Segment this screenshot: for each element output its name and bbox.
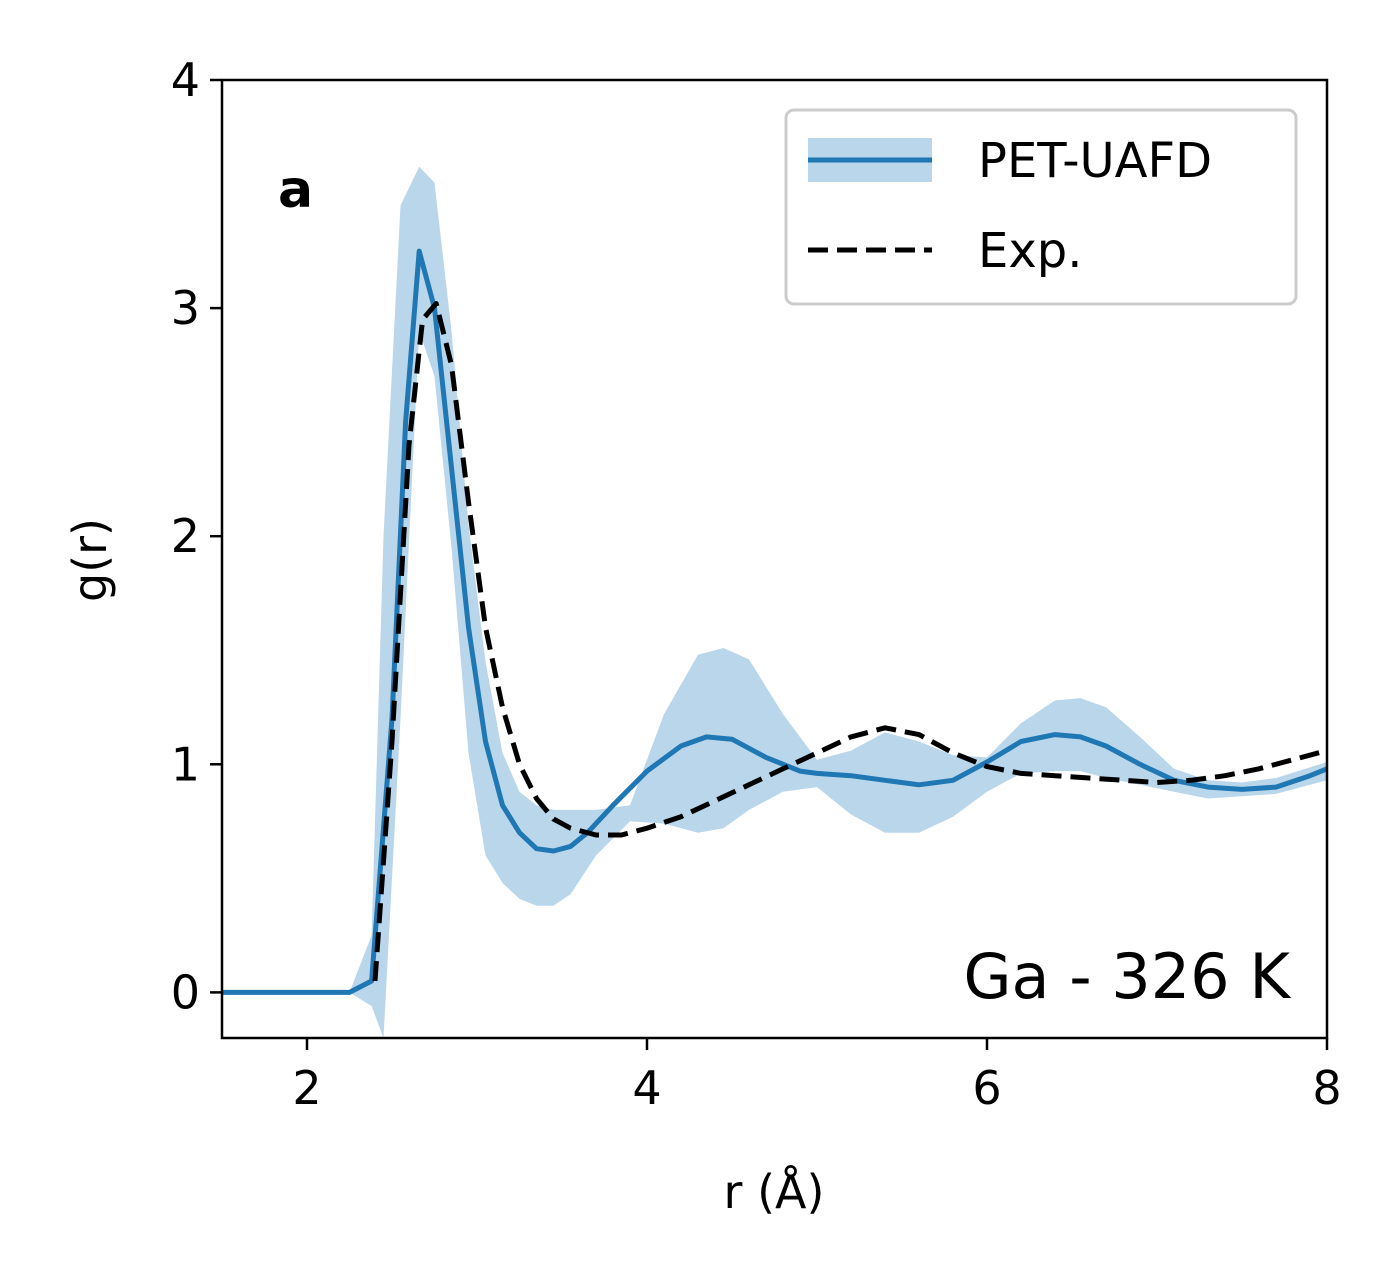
legend: PET-UAFD Exp. bbox=[784, 108, 1298, 306]
y-tick-label: 4 bbox=[171, 53, 200, 107]
y-axis-ticks: 0 1 2 3 4 bbox=[171, 53, 222, 1019]
y-tick-label: 3 bbox=[171, 281, 200, 335]
axes-frame bbox=[220, 78, 1329, 1040]
x-tick-label: 6 bbox=[972, 1061, 1001, 1115]
x-axis-label: r (Å) bbox=[724, 1165, 825, 1219]
pet-uafd-uncertainty-band bbox=[222, 166, 1327, 1038]
x-axis-ticks: 2 4 6 8 bbox=[292, 1038, 1342, 1115]
panel-label: a bbox=[278, 160, 313, 220]
y-axis-label: g(r) bbox=[63, 518, 117, 602]
pet-uafd-line bbox=[222, 248, 1327, 995]
x-tick-label: 2 bbox=[292, 1061, 321, 1115]
plot-area bbox=[222, 166, 1327, 1038]
exp-dashed-line bbox=[372, 301, 1327, 982]
y-tick-label: 0 bbox=[171, 965, 200, 1019]
x-tick-label: 8 bbox=[1312, 1061, 1341, 1115]
y-tick-label: 2 bbox=[171, 509, 200, 563]
legend-exp-label: Exp. bbox=[978, 223, 1082, 279]
x-tick-label: 4 bbox=[632, 1061, 661, 1115]
legend-pet-uafd-label: PET-UAFD bbox=[978, 133, 1212, 189]
y-tick-label: 1 bbox=[171, 737, 200, 791]
system-annotation: Ga - 326 K bbox=[963, 940, 1291, 1013]
